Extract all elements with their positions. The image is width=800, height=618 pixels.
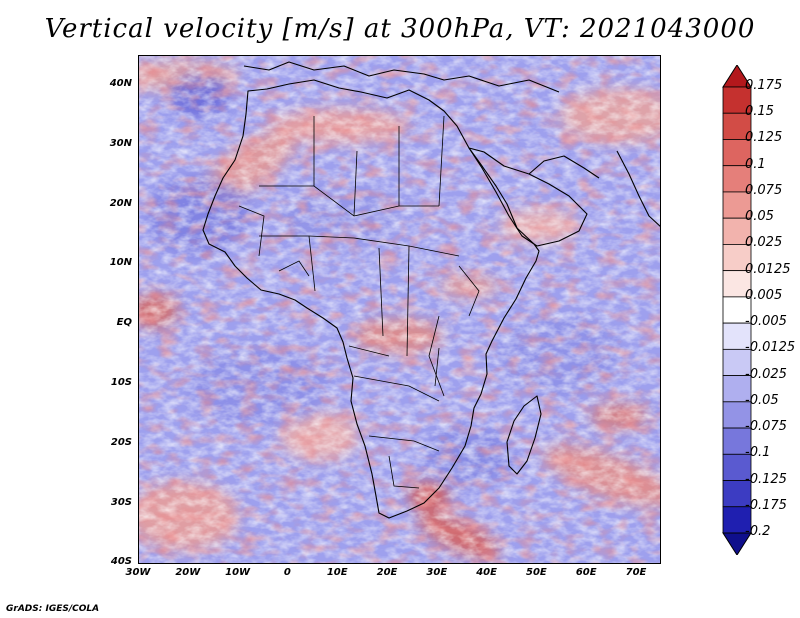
lon-label: 30W: [125, 567, 151, 578]
persian-gulf: [528, 155, 600, 179]
lat-label: 40S: [110, 556, 132, 568]
grads-credit: GrADS: IGES/COLA: [6, 604, 100, 614]
colorbar-segment: [722, 375, 752, 403]
colorbar-label: -0.2: [745, 524, 771, 539]
colorbar-label: 0.075: [745, 182, 783, 198]
lon-label: 10E: [326, 567, 348, 578]
colorbar-label: -0.125: [745, 471, 787, 487]
colorbar-segment: [722, 453, 752, 481]
map-title: Vertical velocity [m/s] at 300hPa, VT: 2…: [44, 14, 756, 44]
lat-label: 30S: [110, 496, 132, 508]
colorbar-label: 0.15: [745, 104, 774, 120]
colorbar-label: -0.1: [745, 445, 771, 461]
colorbar-segment: [722, 191, 752, 219]
lon-label: 50E: [526, 567, 547, 578]
colorbar-label: -0.175: [745, 497, 787, 513]
colorbar: [722, 65, 752, 555]
velocity-map: [138, 55, 661, 564]
texture-warm: [139, 56, 660, 563]
madagascar: [506, 395, 542, 475]
lat-label: 40N: [109, 78, 132, 89]
india-coast: [616, 150, 660, 227]
lat-label: 10N: [109, 257, 132, 269]
colorbar-label: 0.1: [745, 156, 766, 172]
lon-label: 30E: [426, 567, 448, 578]
lon-label: 20W: [175, 567, 201, 578]
colorbar-label: -0.025: [745, 366, 787, 382]
europe-coast: [243, 61, 560, 93]
lat-label: 10S: [110, 377, 132, 388]
colorbar-label: -0.075: [745, 419, 787, 435]
lon-label: 40E: [476, 567, 497, 578]
lon-label: 10W: [225, 567, 251, 578]
colorbar-label: -0.0125: [745, 340, 796, 356]
colorbar-label: 0.175: [745, 78, 783, 93]
colorbar-segment: [722, 480, 752, 508]
coastlines: [202, 61, 660, 519]
colorbar-label: 0.05: [745, 209, 774, 225]
colorbar-segment: [722, 112, 752, 140]
lon-label: 0: [283, 567, 291, 578]
lat-label: 30N: [109, 137, 132, 149]
borders: [238, 115, 480, 489]
colorbar-label: -0.005: [745, 314, 787, 330]
colorbar-segment: [722, 139, 752, 167]
colorbar-label: 0.125: [745, 130, 783, 146]
lat-label: 20N: [109, 197, 132, 209]
colorbar-segment: [722, 427, 752, 455]
lon-label: 70E: [625, 567, 647, 578]
colorbar-label: 0.005: [745, 287, 783, 303]
africa-coastline: [202, 79, 540, 519]
colorbar-segment: [722, 244, 752, 272]
colorbar-bottom-arrow: [722, 532, 752, 555]
colorbar-segment: [722, 86, 752, 114]
colorbar-label: 0.025: [745, 235, 783, 251]
arabian-peninsula: [468, 147, 588, 247]
lon-label: 20E: [376, 567, 398, 578]
colorbar-label: -0.05: [745, 392, 779, 408]
colorbar-label: 0.0125: [745, 261, 791, 277]
colorbar-segment: [722, 401, 752, 429]
colorbar-segment: [722, 165, 752, 193]
colorbar-segment: [722, 217, 752, 245]
lat-label: 20S: [110, 436, 132, 448]
colorbar-segment: [722, 322, 752, 350]
colorbar-segment: [722, 348, 752, 376]
lat-label: EQ: [116, 317, 132, 329]
lon-label: 60E: [575, 567, 597, 578]
